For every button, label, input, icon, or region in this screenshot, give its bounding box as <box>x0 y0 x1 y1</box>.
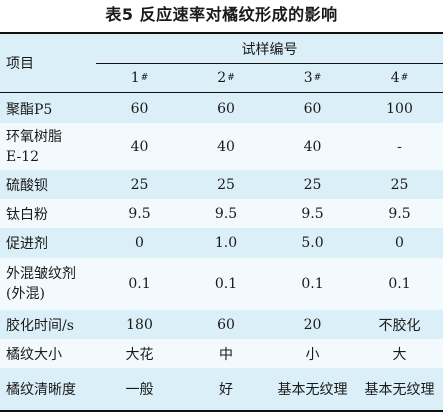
row-label-line: 促进剂 <box>6 236 48 252</box>
table-cell: 5.0 <box>301 235 324 251</box>
row-label-line-2: E-12 <box>6 148 40 165</box>
sample-number: 4 <box>390 70 400 86</box>
header-group-label: 试样编号 <box>241 41 298 58</box>
table-cell: 1.0 <box>214 235 238 251</box>
table-cell: 40 <box>130 138 149 155</box>
sample-number: 1 <box>130 70 140 86</box>
table-cell: 60 <box>130 100 149 117</box>
sample-number: 2 <box>217 70 227 86</box>
table-cell: - <box>397 138 402 155</box>
table-cell: 180 <box>126 316 153 333</box>
row-label: 硫酸钡 <box>0 170 96 199</box>
sample-mark: # <box>227 73 235 83</box>
table-cell: 40 <box>303 138 322 155</box>
table-cell: 25 <box>303 176 322 193</box>
row-label-line-2: (外混) <box>6 286 45 302</box>
table-cell: 40 <box>217 138 235 155</box>
row-label: 环氧树脂 E-12 <box>0 123 96 170</box>
table-cell: 25 <box>390 176 409 193</box>
table-cell: 25 <box>130 176 149 193</box>
header-sample-2: 2 # <box>183 64 269 92</box>
table-cell: 0.1 <box>388 276 411 292</box>
header-sub-rule <box>96 63 443 64</box>
row-label: 胶化时间/s <box>0 310 96 339</box>
header-bottom-rule <box>0 92 443 93</box>
row-label: 橘纹清晰度 <box>0 368 96 410</box>
table-cell: 0 <box>395 235 404 251</box>
row-label-line: 硫酸钡 <box>6 177 48 194</box>
header-sample-3: 3 # <box>269 64 356 92</box>
sample-mark: # <box>313 73 322 83</box>
row-label-line: 聚酯P5 <box>6 101 53 118</box>
table-cell: 60 <box>217 316 235 333</box>
table-cell: 基本无纹理 <box>364 382 435 398</box>
row-stripe <box>0 258 443 310</box>
table-cell: 大花 <box>125 346 154 363</box>
table-cell: 9.5 <box>214 205 238 222</box>
table-bottom-rule <box>0 410 443 412</box>
row-stripe <box>0 199 443 228</box>
table-cell: 好 <box>219 382 233 398</box>
table-cell: 中 <box>219 346 233 363</box>
table-cell: 20 <box>303 316 322 333</box>
row-label-line: 环氧树脂 <box>6 128 62 145</box>
row-label: 促进剂 <box>0 228 96 258</box>
table-cell: 9.5 <box>128 205 151 222</box>
table-cell: 大 <box>392 346 407 363</box>
header-sample-4: 4 # <box>356 64 443 92</box>
table-cell: 0.1 <box>214 276 238 292</box>
table-cell: 基本无纹理 <box>277 382 348 398</box>
table-cell: 0.1 <box>301 276 324 292</box>
row-label: 聚酯P5 <box>0 94 96 123</box>
table-cell: 小 <box>305 346 320 363</box>
row-label-line: 外混皱纹剂 <box>6 266 76 282</box>
row-stripe <box>0 123 443 170</box>
row-label-line: 橘纹清晰度 <box>6 382 76 398</box>
table-cell: 0.1 <box>128 276 151 292</box>
table-cell: 0 <box>135 235 144 251</box>
row-stripe <box>0 339 443 368</box>
row-label-line: 橘纹大小 <box>6 346 62 363</box>
row-label-line: 钛白粉 <box>6 206 48 223</box>
header-item-label: 项目 <box>6 56 34 72</box>
header-sample-1: 1 # <box>96 64 183 92</box>
sample-mark: # <box>400 73 409 83</box>
row-label-line: 胶化时间/s <box>6 317 74 334</box>
table-cell: 25 <box>217 176 235 193</box>
row-label: 橘纹大小 <box>0 339 96 368</box>
table-cell: 60 <box>303 100 322 117</box>
data-table: 项目 试样编号 1 # 2 # 3 # 4 # 聚酯P5 60 60 60 100 环氧树脂 E-1… <box>0 32 443 412</box>
table-cell: 9.5 <box>388 205 411 222</box>
table-caption: 表5 反应速率对橘纹形成的影响 <box>105 5 338 24</box>
table-top-rule <box>0 32 443 34</box>
sample-mark: # <box>140 73 149 83</box>
row-label: 外混皱纹剂 (外混) <box>0 258 96 310</box>
table-cell: 不胶化 <box>378 317 421 334</box>
table-cell: 60 <box>217 100 235 117</box>
table-cell: 100 <box>386 100 413 117</box>
table-cell: 9.5 <box>301 205 324 222</box>
table-cell: 一般 <box>125 382 154 398</box>
row-label: 钛白粉 <box>0 199 96 228</box>
sample-number: 3 <box>303 70 313 86</box>
